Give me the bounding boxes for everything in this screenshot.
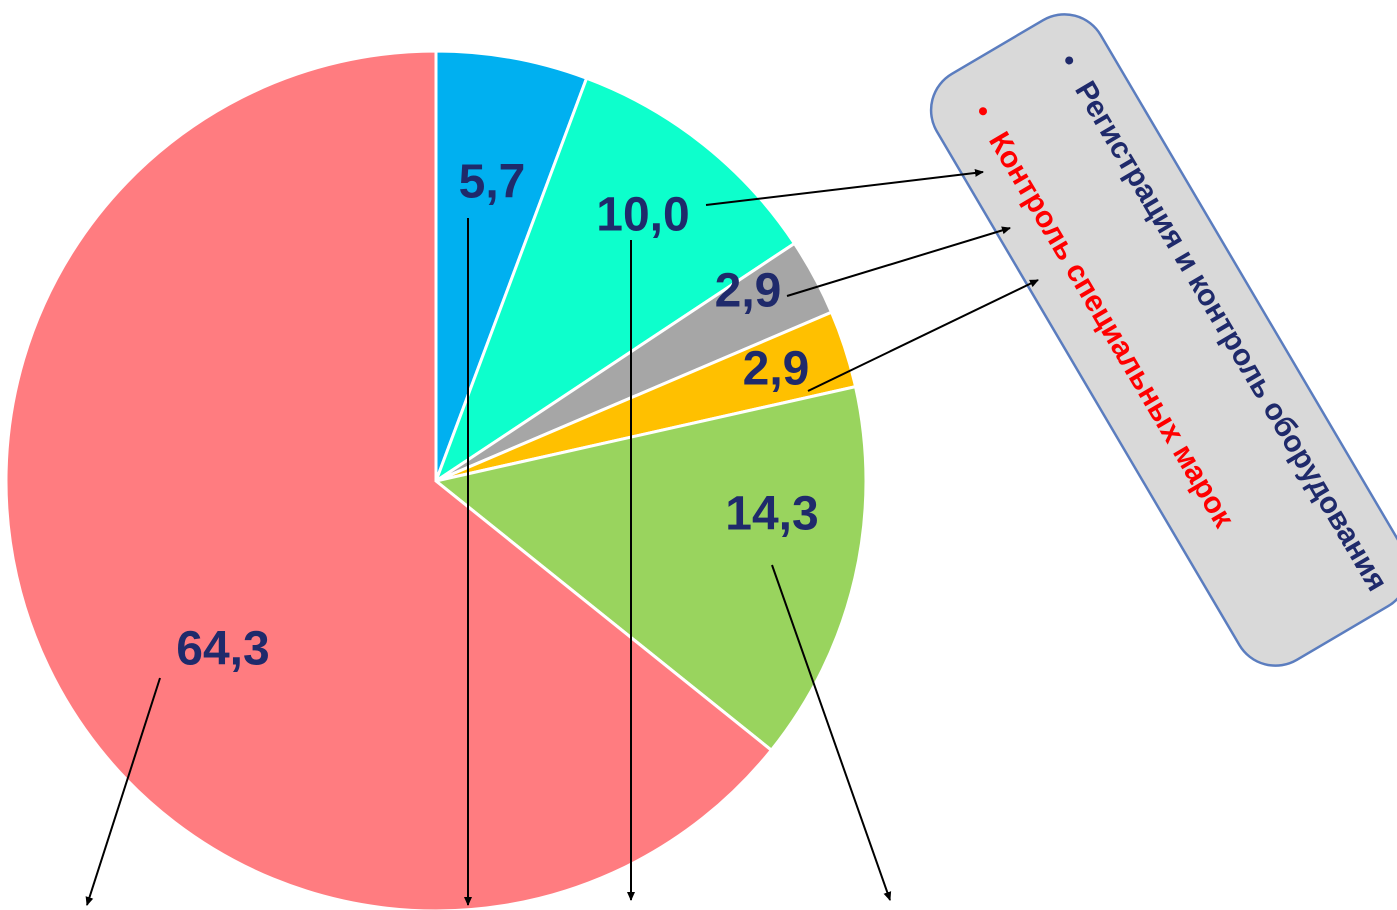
arrow-down-14-3 xyxy=(771,564,892,901)
data-label-5: 64,3 xyxy=(176,623,269,676)
callout-background xyxy=(929,13,1397,667)
pie-slice-4 xyxy=(432,384,868,753)
arrow-down-64 xyxy=(85,677,161,906)
bullet-icon xyxy=(979,107,988,116)
bullet-icon xyxy=(1065,56,1074,65)
pie-data-labels: 5,7 10,0 2,9 2,9 14,3 64,3 xyxy=(176,156,818,676)
data-label-1: 10,0 xyxy=(596,189,689,242)
data-label-0: 5,7 xyxy=(459,156,526,209)
pie-slice-0 xyxy=(434,49,589,482)
pie-slices xyxy=(4,49,868,910)
callout-box: Регистрация и контроль оборудования Конт… xyxy=(929,13,1397,667)
arrow-to-callout-3 xyxy=(807,279,1039,392)
pie-slice-1 xyxy=(432,76,797,485)
arrow-to-callout-1 xyxy=(705,168,984,206)
data-label-2: 2,9 xyxy=(715,265,782,318)
data-label-4: 14,3 xyxy=(725,488,818,541)
connector-arrows xyxy=(85,168,1039,906)
pie-slice-5 xyxy=(4,49,774,910)
arrow-to-callout-2 xyxy=(786,226,1011,297)
data-label-3: 2,9 xyxy=(743,343,810,396)
